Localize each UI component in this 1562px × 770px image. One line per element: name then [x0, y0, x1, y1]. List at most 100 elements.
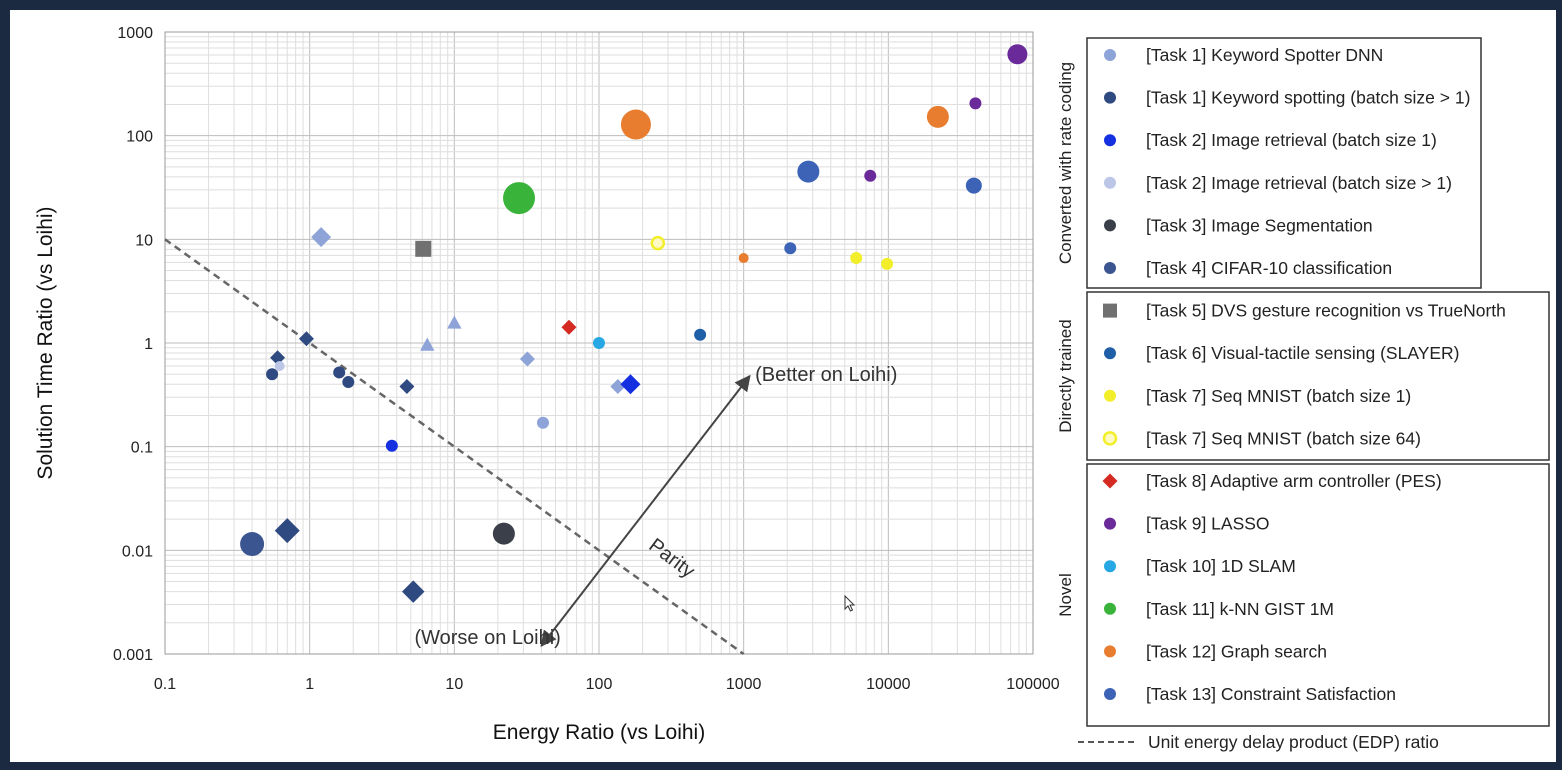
data-point: [610, 379, 626, 395]
data-point: [694, 328, 707, 341]
x-tick-label: 10: [445, 676, 463, 693]
data-point: [784, 242, 797, 255]
legend: Converted with rate coding Directly train…: [1056, 37, 1550, 752]
data-point: [881, 257, 894, 270]
legend-entry-label: [Task 11] k-NN GIST 1M: [1146, 599, 1334, 619]
legend-group-label: Novel: [1056, 573, 1075, 616]
data-point: [536, 416, 549, 429]
slide: 0.1 1 10 100 1000 10000 100000 0.001 0.01 0.1 1 10 1…: [10, 10, 1556, 762]
x-axis-title: Energy Ratio (vs Loihi): [493, 721, 705, 744]
data-point: [399, 379, 415, 395]
legend-marker: [1104, 262, 1116, 274]
legend-marker: [1104, 347, 1116, 360]
tick-labels: 0.1 1 10 100 1000 10000 100000 0.001 0.01 0.1 1 10 1…: [113, 25, 1060, 693]
x-tick-label: 100: [586, 676, 613, 693]
data-point: [342, 376, 355, 389]
legend-marker: [1104, 176, 1116, 189]
data-point: [850, 252, 863, 265]
annotations: (Better on Loihi) (Worse on Loihi): [414, 364, 897, 649]
legend-entry-label: [Task 6] Visual-tactile sensing (SLAYER): [1146, 343, 1460, 363]
data-point: [415, 240, 432, 257]
legend-marker: [1104, 389, 1116, 402]
legend-marker: [1104, 517, 1116, 530]
data-point: [385, 439, 398, 452]
data-point: [620, 109, 651, 140]
data-point: [401, 580, 425, 603]
x-tick-label: 10000: [866, 676, 911, 693]
legend-entry-label: [Task 1] Keyword Spotter DNN: [1146, 45, 1383, 65]
plot-area-border: [164, 31, 1034, 655]
data-point: [1007, 44, 1028, 65]
data-point: [333, 366, 346, 379]
x-tick-label: 0.1: [154, 676, 176, 693]
diagonal-arrow: [540, 374, 751, 648]
legend-entry-label: [Task 3] Image Segmentation: [1146, 215, 1373, 235]
data-point: [593, 337, 605, 349]
legend-group-box: [1086, 291, 1550, 461]
scatter-chart: 0.1 1 10 100 1000 10000 100000 0.001 0.01 0.1 1 10 1…: [34, 25, 1550, 752]
data-point: [420, 337, 435, 351]
legend-group-box: [1086, 37, 1482, 289]
legend-entry-label: [Task 4] CIFAR-10 classification: [1146, 258, 1392, 278]
data-point: [240, 532, 265, 557]
data-point: [797, 160, 820, 183]
y-tick-label: 0.001: [113, 647, 153, 664]
legend-marker: [1103, 303, 1117, 318]
data-point: [926, 105, 949, 128]
data-point: [620, 374, 641, 395]
legend-entry-label: [Task 7] Seq MNIST (batch size 1): [1146, 386, 1411, 406]
legend-marker: [1104, 602, 1116, 615]
legend-marker: [1104, 49, 1116, 61]
data-point: [298, 331, 314, 347]
data-point: [561, 319, 577, 335]
legend-group-label: Directly trained: [1056, 319, 1075, 432]
legend-marker: [1104, 645, 1116, 658]
data-points: [240, 44, 1028, 603]
legend-marker: [1102, 473, 1118, 489]
data-point: [274, 518, 300, 544]
legend-entry-label: [Task 10] 1D SLAM: [1146, 556, 1296, 576]
y-tick-label: 0.01: [122, 543, 153, 560]
legend-marker: [1104, 688, 1116, 700]
y-tick-label: 1000: [117, 25, 153, 42]
data-point: [447, 315, 462, 329]
edp-legend-label: Unit energy delay product (EDP) ratio: [1148, 732, 1439, 752]
data-point: [864, 169, 877, 182]
legend-entry-label: [Task 13] Constraint Satisfaction: [1146, 684, 1396, 704]
legend-marker: [1104, 91, 1116, 104]
parity-label: Parity: [645, 534, 699, 582]
legend-entry-label: [Task 2] Image retrieval (batch size 1): [1146, 130, 1437, 150]
data-point: [969, 97, 982, 110]
x-tick-label: 100000: [1006, 676, 1059, 693]
legend-entry-label: [Task 7] Seq MNIST (batch size 64): [1146, 428, 1421, 448]
data-point: [266, 368, 279, 381]
x-tick-label: 1000: [726, 676, 762, 693]
legend-group-label: Converted with rate coding: [1056, 62, 1075, 264]
legend-marker: [1104, 560, 1116, 573]
data-point: [311, 227, 332, 248]
legend-entry-label: [Task 8] Adaptive arm controller (PES): [1146, 471, 1442, 491]
y-tick-label: 100: [126, 129, 153, 146]
legend-marker: [1104, 219, 1116, 232]
data-point: [503, 182, 536, 215]
y-tick-label: 0.1: [131, 440, 153, 457]
data-point: [650, 235, 666, 251]
better-on-loihi-label: (Better on Loihi): [755, 364, 897, 386]
legend-entry-label: [Task 1] Keyword spotting (batch size > …: [1146, 88, 1470, 108]
legend-marker: [1104, 134, 1116, 147]
legend-marker: [1102, 431, 1118, 446]
y-tick-label: 1: [144, 336, 153, 353]
legend-entry-label: [Task 5] DVS gesture recognition vs True…: [1146, 301, 1506, 321]
legend-entry-label: [Task 12] Graph search: [1146, 641, 1327, 661]
y-axis-title: Solution Time Ratio (vs Loihi): [34, 206, 57, 479]
legend-group-box: [1086, 463, 1550, 727]
data-point: [492, 522, 515, 545]
data-point: [519, 351, 535, 367]
data-point: [274, 360, 285, 371]
legend-entry-label: [Task 9] LASSO: [1146, 514, 1270, 534]
x-tick-label: 1: [305, 676, 314, 693]
cursor-icon: [844, 594, 856, 612]
y-tick-label: 10: [135, 232, 153, 249]
worse-on-loihi-label: (Worse on Loihi): [414, 627, 560, 649]
